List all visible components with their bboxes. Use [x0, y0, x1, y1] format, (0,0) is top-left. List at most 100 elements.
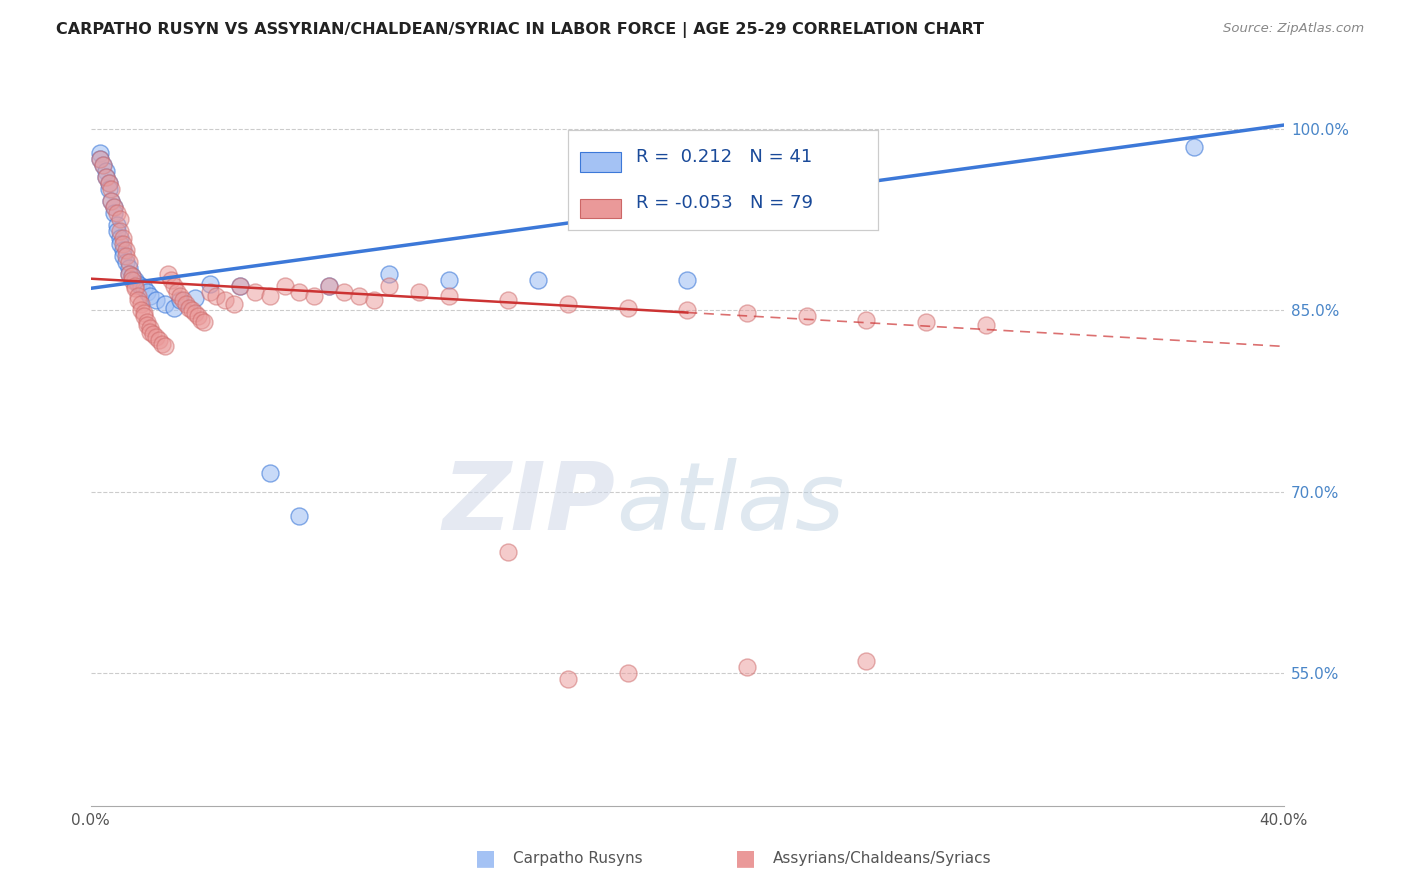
Point [288, 508, 311, 523]
Point [259, 467, 281, 481]
Point [112, 243, 135, 257]
Point [437, 273, 460, 287]
Point [153, 297, 176, 311]
Point [157, 267, 180, 281]
Point [796, 309, 818, 323]
Point [363, 293, 385, 308]
Point [100, 194, 122, 209]
Point [347, 288, 370, 302]
Point [118, 267, 141, 281]
Point [184, 305, 207, 319]
Point [169, 288, 191, 302]
Point [974, 318, 997, 332]
Point [134, 309, 156, 323]
Point [115, 254, 138, 268]
Point [437, 288, 460, 302]
Point [145, 293, 167, 308]
Point [915, 315, 938, 329]
Point [97, 182, 120, 196]
Point [100, 182, 122, 196]
Point [118, 254, 141, 268]
Point [273, 279, 295, 293]
Point [103, 200, 125, 214]
Point [136, 318, 159, 332]
Point [107, 219, 129, 233]
Point [855, 654, 877, 668]
Point [557, 297, 579, 311]
Point [408, 285, 430, 299]
Point [229, 279, 252, 293]
Point [229, 279, 252, 293]
Text: ■: ■ [735, 848, 755, 868]
Point [139, 288, 162, 302]
Point [112, 230, 135, 244]
Point [496, 545, 519, 559]
Point [115, 249, 138, 263]
Point [855, 313, 877, 327]
Point [187, 309, 209, 323]
Point [91, 158, 114, 172]
Point [616, 301, 638, 315]
Point [134, 281, 156, 295]
Point [131, 303, 153, 318]
Point [181, 303, 204, 318]
Point [97, 176, 120, 190]
Point [214, 293, 236, 308]
Point [193, 315, 215, 329]
Point [134, 305, 156, 319]
Point [198, 277, 221, 291]
Point [142, 327, 165, 342]
Point [172, 293, 194, 308]
Point [735, 660, 758, 674]
Text: CARPATHO RUSYN VS ASSYRIAN/CHALDEAN/SYRIAC IN LABOR FORCE | AGE 25-29 CORRELATIO: CARPATHO RUSYN VS ASSYRIAN/CHALDEAN/SYRI… [56, 22, 984, 38]
Text: Source: ZipAtlas.com: Source: ZipAtlas.com [1223, 22, 1364, 36]
Point [89, 152, 111, 166]
Point [107, 225, 129, 239]
Point [166, 285, 188, 299]
Point [118, 267, 141, 281]
Point [177, 301, 200, 315]
Point [676, 303, 699, 318]
Point [333, 285, 356, 299]
Point [676, 273, 699, 287]
Point [150, 337, 173, 351]
Point [163, 279, 186, 293]
Point [557, 672, 579, 686]
Text: ■: ■ [475, 848, 495, 868]
Point [136, 315, 159, 329]
Point [103, 200, 125, 214]
Point [110, 230, 132, 244]
Point [160, 273, 183, 287]
Point [616, 665, 638, 680]
Point [145, 329, 167, 343]
Point [94, 164, 117, 178]
Point [496, 293, 519, 308]
Point [127, 288, 149, 302]
Point [205, 288, 228, 302]
Point [136, 285, 159, 299]
Point [124, 273, 146, 287]
Point [112, 249, 135, 263]
Point [118, 260, 141, 275]
Point [1182, 140, 1205, 154]
Point [378, 279, 401, 293]
Point [110, 212, 132, 227]
Point [124, 281, 146, 295]
Point [318, 279, 340, 293]
Point [107, 206, 129, 220]
Point [89, 145, 111, 160]
Point [127, 293, 149, 308]
Point [127, 277, 149, 291]
Point [110, 236, 132, 251]
Point [304, 288, 326, 302]
Point [153, 339, 176, 353]
Point [112, 236, 135, 251]
Text: Assyrians/Chaldeans/Syriacs: Assyrians/Chaldeans/Syriacs [773, 851, 991, 865]
Point [131, 297, 153, 311]
Point [259, 288, 281, 302]
Point [174, 297, 197, 311]
Point [222, 297, 245, 311]
Point [735, 305, 758, 319]
Point [121, 269, 143, 284]
Text: Carpatho Rusyns: Carpatho Rusyns [513, 851, 643, 865]
